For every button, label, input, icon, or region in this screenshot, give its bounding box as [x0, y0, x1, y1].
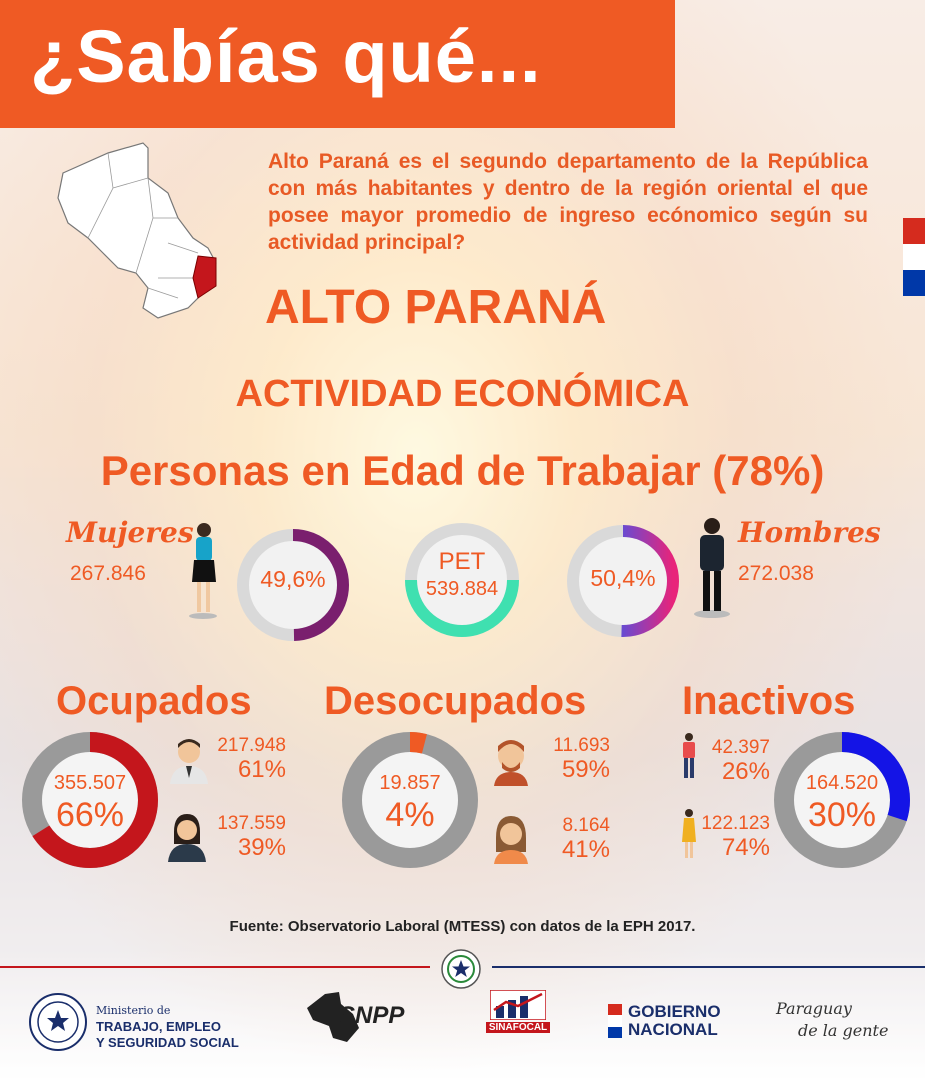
inactivos-pct: 30%	[807, 796, 877, 834]
paraguay-flag-icon	[903, 218, 925, 296]
desocupados-men-count: 11.693	[553, 735, 610, 756]
ocupados-men-pct: 61%	[237, 756, 286, 783]
sinafocal-logo: SINAFOCAL	[486, 990, 550, 1048]
desocupados-title: Desocupados	[324, 679, 587, 723]
pet-title: Personas en Edad de Trabajar (78%)	[100, 447, 825, 494]
ocupados-woman-avatar-icon	[168, 814, 206, 862]
gobierno-flag-icon	[608, 1004, 622, 1038]
ocupados-men: 217.948 61%	[200, 734, 286, 782]
title-banner: ¿Sabías qué...	[0, 0, 675, 128]
mtess-small: Ministerio de	[96, 1004, 171, 1017]
mujeres-count: 267.846	[70, 562, 146, 585]
desocupados-men: 11.693 59%	[524, 734, 610, 782]
footer-divider-right	[492, 966, 925, 968]
sinafocal-text: SINAFOCAL	[486, 1022, 550, 1033]
ocupados-women-pct: 39%	[237, 834, 286, 861]
gob-line1: GOBIERNO	[628, 1002, 721, 1021]
inactivos-total: 164.520	[805, 772, 879, 794]
inactivos-women: 122.123 74%	[698, 812, 770, 860]
banner-title: ¿Sabías qué...	[30, 15, 542, 98]
ocupados-pct: 66%	[55, 796, 125, 834]
inactivos-women-count: 122.123	[701, 813, 770, 834]
inactivos-men-pct: 26%	[721, 758, 770, 785]
pet-count: 539.884	[425, 578, 499, 600]
pet-ring	[405, 523, 519, 637]
inactivos-men-count: 42.397	[711, 737, 770, 758]
desocupados-pct: 4%	[385, 796, 435, 834]
inactivos-women-pct: 74%	[721, 834, 770, 861]
inactivos-ring	[774, 732, 910, 868]
mtess-logo-text: Ministerio de TRABAJO, EMPLEO Y SEGURIDA…	[96, 1003, 239, 1051]
intro-text: Alto Paraná es el segundo departamento d…	[268, 150, 868, 254]
snpp-text: SNPP	[339, 1002, 405, 1029]
ocupados-men-count: 217.948	[217, 735, 286, 756]
desocupados-men-pct: 59%	[561, 756, 610, 783]
inactivos-woman-figure-icon	[682, 809, 696, 858]
mujeres-ring	[237, 529, 349, 641]
hombres-ring	[567, 525, 679, 637]
ocupados-women: 137.559 39%	[200, 812, 286, 860]
inactivos-title: Inactivos	[682, 679, 856, 723]
ocupados-total: 355.507	[53, 772, 127, 794]
footer-divider-left	[0, 966, 430, 968]
desocupados-ring	[342, 732, 478, 868]
hombres-label: Hombres	[738, 516, 881, 549]
gob-line2: NACIONAL	[628, 1020, 718, 1039]
ocupados-title: Ocupados	[56, 679, 252, 723]
hombres-count: 272.038	[738, 562, 814, 585]
pdlg-line1: Paraguay	[776, 999, 852, 1018]
gobierno-nacional-text: GOBIERNO NACIONAL	[628, 1003, 721, 1039]
ocupados-man-avatar-icon	[170, 739, 208, 784]
region-title: ALTO PARANÁ	[265, 281, 607, 334]
republica-paraguay-seal-icon	[29, 993, 87, 1051]
mtess-line1: TRABAJO, EMPLEO	[96, 1019, 221, 1034]
sinafocal-chart-icon	[490, 990, 546, 1020]
desocupados-women-pct: 41%	[561, 836, 610, 863]
paraguay-map-icon	[57, 142, 217, 319]
national-seal-icon	[441, 949, 481, 989]
desocupados-man-avatar-icon	[494, 740, 528, 786]
man-figure-icon	[694, 518, 730, 618]
desocupados-total: 19.857	[379, 772, 441, 794]
pdlg-line2: de la gente	[798, 1021, 889, 1040]
paraguay-de-la-gente-logo: Paraguay de la gente	[776, 998, 888, 1042]
ocupados-women-count: 137.559	[217, 813, 286, 834]
inactivos-man-figure-icon	[683, 733, 695, 778]
desocupados-women-count: 8.164	[562, 815, 610, 836]
hombres-pct: 50,4%	[590, 565, 656, 591]
snpp-map-icon	[307, 992, 359, 1042]
mtess-line2: Y SEGURIDAD SOCIAL	[96, 1035, 239, 1050]
desocupados-woman-avatar-icon	[494, 816, 528, 864]
pet-label: PET	[438, 548, 486, 575]
woman-figure-icon	[189, 523, 217, 619]
source-text: Fuente: Observatorio Laboral (MTESS) con…	[229, 918, 696, 935]
ocupados-ring	[22, 732, 158, 868]
inactivos-men: 42.397 26%	[698, 736, 770, 784]
section-title: ACTIVIDAD ECONÓMICA	[235, 373, 690, 415]
desocupados-women: 8.164 41%	[524, 814, 610, 862]
mujeres-label: Mujeres	[66, 516, 194, 549]
mujeres-pct: 49,6%	[260, 566, 326, 592]
snpp-logo: SNPP	[303, 988, 407, 1046]
